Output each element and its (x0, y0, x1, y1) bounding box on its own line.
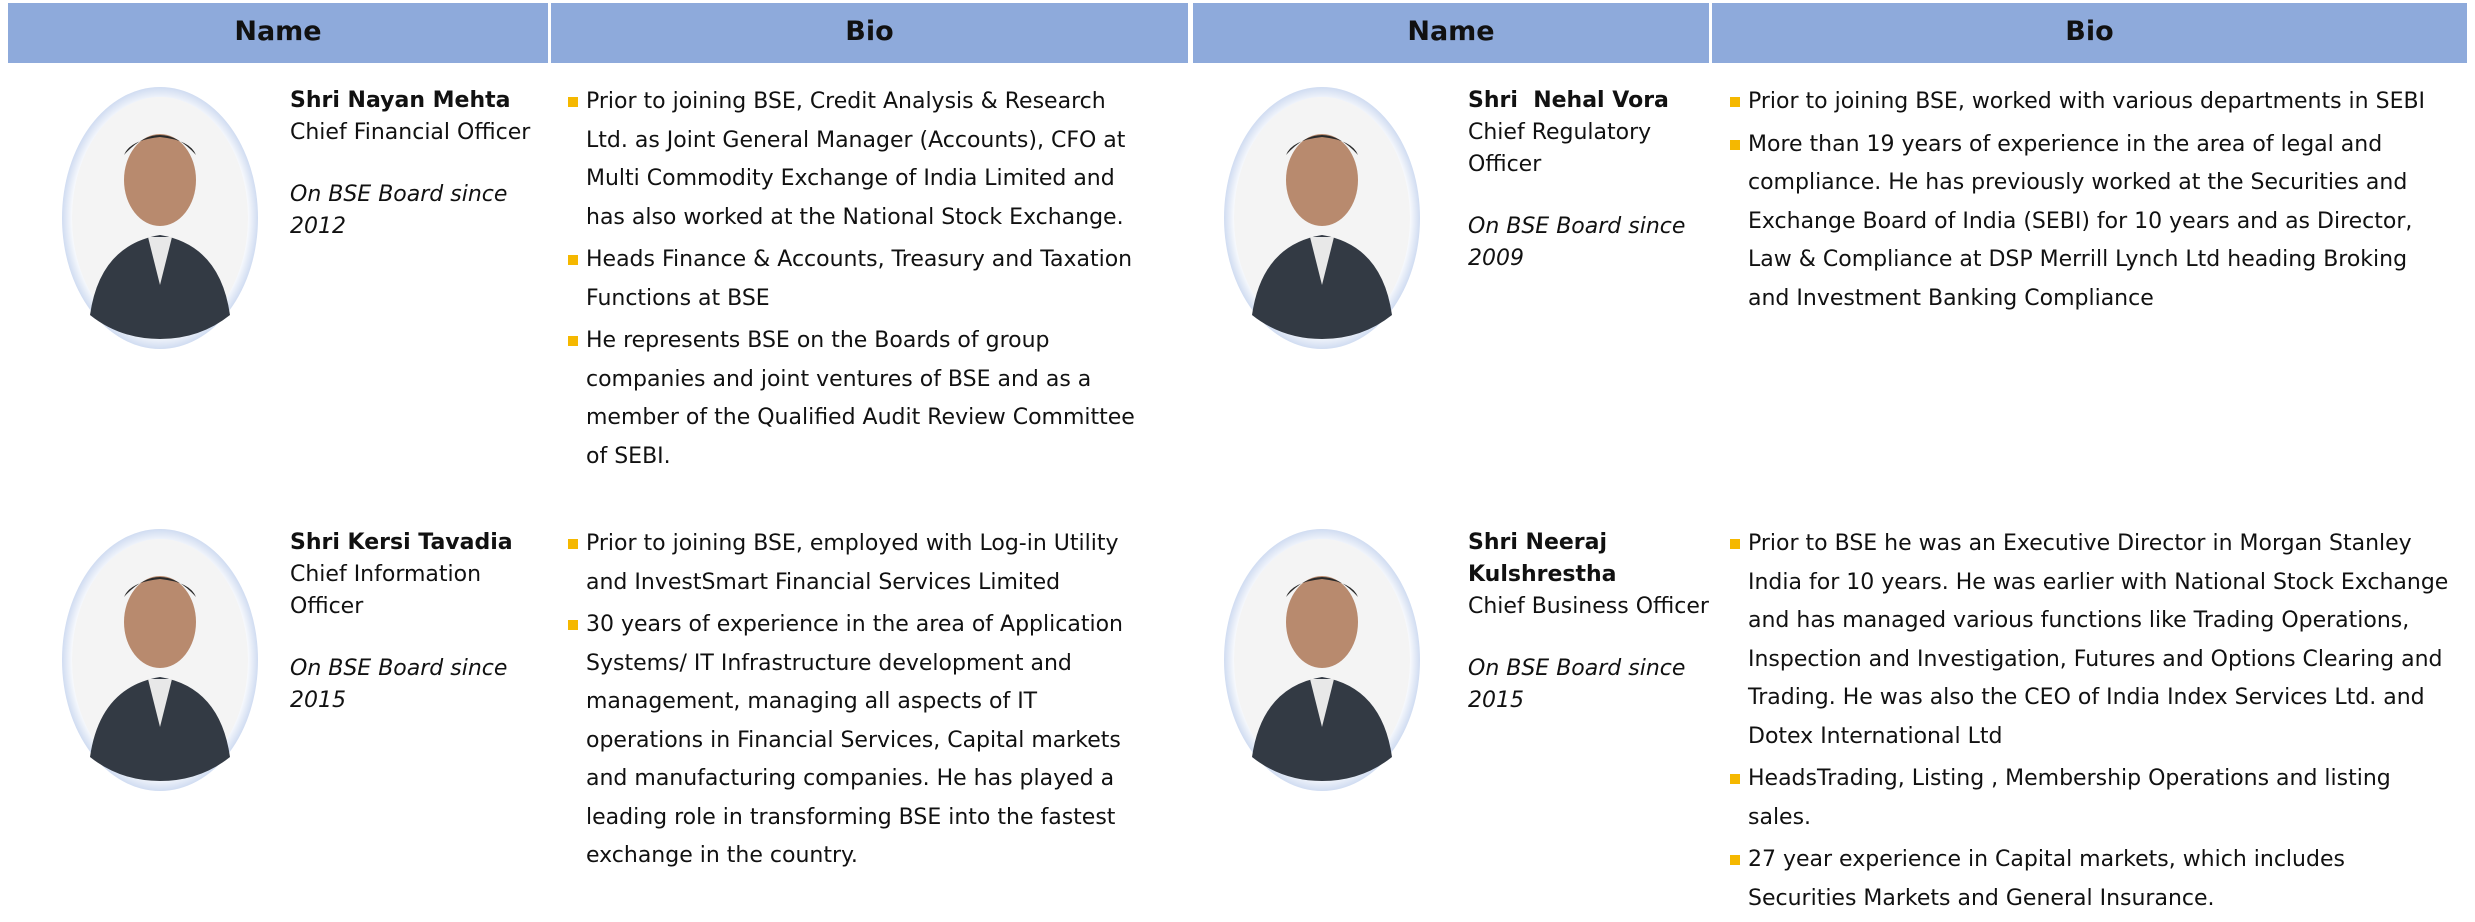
bio-bullet: 30 years of experience in the area of Ap… (568, 606, 1143, 876)
bio-text: HeadsTrading, Listing , Membership Opera… (1748, 766, 2391, 830)
bullet-marker (1730, 855, 1740, 865)
bio-text: 27 year experience in Capital markets, w… (1748, 847, 2345, 911)
bio-text: More than 19 years of experience in the … (1748, 131, 2413, 311)
portrait (62, 87, 258, 349)
header-cell: Name (1193, 3, 1709, 63)
person-info: Shri Nehal Vora Chief Regulatory Officer O… (1468, 85, 1718, 275)
bio-bullet: Prior to BSE he was an Executive Directo… (1730, 525, 2450, 756)
bio-bullet: Prior to joining BSE, worked with variou… (1730, 83, 2450, 122)
bio-bullet: More than 19 years of experience in the … (1730, 126, 2450, 319)
board-since: On BSE Board since 2015 (1468, 656, 1693, 713)
bullet-marker (568, 539, 578, 549)
bio-bullet: Prior to joining BSE, Credit Analysis & … (568, 83, 1143, 237)
board-since: On BSE Board since 2012 (290, 182, 515, 239)
bullet-marker (568, 620, 578, 630)
person-role: Chief Information Officer (290, 562, 489, 619)
bio-bullet: Heads Finance & Accounts, Treasury and T… (568, 241, 1143, 318)
bio-text: Heads Finance & Accounts, Treasury and T… (586, 247, 1133, 311)
bullet-marker (1730, 97, 1740, 107)
bullet-marker (568, 255, 578, 265)
person-name: Shri Kersi Tavadia (290, 530, 513, 555)
person-name: Shri Nehal Vora (1468, 88, 1669, 113)
header-cell: Name (8, 3, 548, 63)
portrait (1224, 87, 1420, 349)
bio: Prior to joining BSE, worked with variou… (1730, 83, 2450, 322)
person-role: Chief Financial Officer (290, 120, 531, 145)
page: Name Bio Name Bio Shri Nayan Mehta Chief Fina… (8, 3, 2467, 911)
board-since: On BSE Board since 2015 (290, 656, 515, 713)
bio-text: 30 years of experience in the area of Ap… (586, 612, 1123, 868)
person-info: Shri Neeraj Kulshrestha Chief Business Of… (1468, 527, 1718, 717)
bullet-marker (1730, 539, 1740, 549)
bio-text: Prior to BSE he was an Executive Directo… (1748, 531, 2449, 749)
person-name: Shri Nayan Mehta (290, 88, 511, 113)
bio-text: He represents BSE on the Boards of group… (586, 328, 1135, 469)
bio: Prior to joining BSE, Credit Analysis & … (568, 83, 1143, 480)
bio-text: Prior to joining BSE, Credit Analysis & … (586, 89, 1126, 230)
bullet-marker (1730, 774, 1740, 784)
person-role: Chief Business Officer (1468, 594, 1709, 619)
person-info: Shri Kersi Tavadia Chief Information Offi… (290, 527, 540, 717)
bio-text: Prior to joining BSE, employed with Log-… (586, 531, 1119, 595)
bio-bullet: HeadsTrading, Listing , Membership Opera… (1730, 760, 2450, 837)
header-cell: Bio (551, 3, 1188, 63)
bio-bullet: 27 year experience in Capital markets, w… (1730, 841, 2450, 918)
board-since: On BSE Board since 2009 (1468, 214, 1693, 271)
bio-bullet: Prior to joining BSE, employed with Log-… (568, 525, 1143, 602)
bio-text: Prior to joining BSE, worked with variou… (1748, 89, 2426, 114)
portrait (62, 529, 258, 791)
bio: Prior to BSE he was an Executive Directo… (1730, 525, 2450, 922)
bullet-marker (1730, 139, 1740, 150)
person-info: Shri Nayan Mehta Chief Financial Officer O… (290, 85, 540, 243)
portrait (1224, 529, 1420, 791)
bullet-marker (568, 97, 578, 107)
bio: Prior to joining BSE, employed with Log-… (568, 525, 1143, 880)
person-role: Chief Regulatory Officer (1468, 120, 1659, 177)
bio-bullet: He represents BSE on the Boards of group… (568, 322, 1143, 476)
person-name: Shri Neeraj Kulshrestha (1468, 530, 1617, 587)
bullet-marker (568, 336, 578, 346)
header-cell: Bio (1712, 3, 2467, 63)
